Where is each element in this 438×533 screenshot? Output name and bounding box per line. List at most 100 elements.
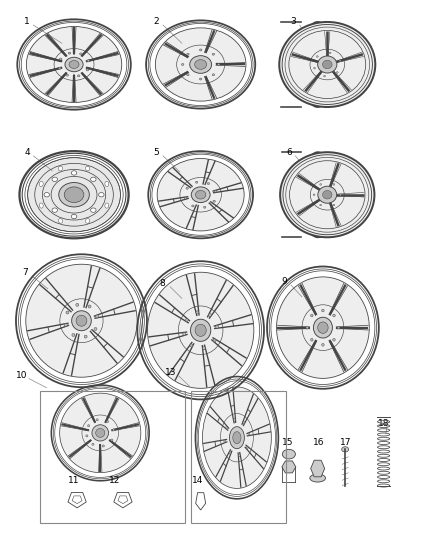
Ellipse shape [306, 326, 308, 329]
Ellipse shape [39, 181, 43, 187]
Text: 8: 8 [159, 279, 165, 288]
Ellipse shape [28, 158, 120, 232]
Ellipse shape [204, 206, 206, 208]
Ellipse shape [26, 27, 122, 102]
Ellipse shape [224, 440, 226, 442]
Ellipse shape [76, 315, 87, 326]
Ellipse shape [333, 314, 335, 317]
Text: 11: 11 [68, 477, 80, 485]
Ellipse shape [184, 197, 187, 199]
Ellipse shape [181, 63, 184, 66]
Ellipse shape [185, 319, 188, 322]
Ellipse shape [59, 67, 61, 69]
Ellipse shape [280, 152, 374, 237]
Ellipse shape [314, 317, 332, 338]
Ellipse shape [60, 58, 62, 60]
Ellipse shape [233, 418, 236, 421]
Text: 2: 2 [153, 18, 159, 27]
Ellipse shape [26, 264, 137, 377]
Ellipse shape [339, 60, 341, 62]
Ellipse shape [208, 313, 212, 317]
Ellipse shape [155, 28, 246, 101]
Ellipse shape [301, 22, 335, 107]
Ellipse shape [91, 177, 96, 182]
Ellipse shape [213, 200, 215, 202]
Ellipse shape [91, 208, 96, 212]
Ellipse shape [44, 192, 49, 197]
Ellipse shape [72, 334, 75, 336]
Ellipse shape [92, 443, 94, 446]
Ellipse shape [64, 324, 67, 327]
Ellipse shape [199, 78, 202, 80]
Ellipse shape [58, 166, 63, 171]
Ellipse shape [187, 74, 189, 76]
Ellipse shape [329, 52, 331, 54]
Ellipse shape [80, 53, 82, 55]
Ellipse shape [192, 205, 194, 207]
Ellipse shape [333, 204, 335, 206]
Ellipse shape [88, 425, 90, 427]
Polygon shape [282, 461, 296, 473]
Ellipse shape [66, 74, 68, 76]
Ellipse shape [226, 426, 228, 429]
Ellipse shape [313, 194, 315, 196]
Ellipse shape [52, 208, 57, 212]
Ellipse shape [321, 343, 324, 346]
Ellipse shape [311, 314, 313, 317]
Ellipse shape [113, 429, 115, 431]
Ellipse shape [318, 186, 337, 203]
Ellipse shape [96, 419, 98, 421]
Ellipse shape [314, 67, 315, 69]
Ellipse shape [111, 439, 113, 441]
Ellipse shape [342, 447, 349, 452]
Ellipse shape [106, 421, 109, 423]
Ellipse shape [229, 451, 231, 454]
Ellipse shape [322, 60, 332, 69]
Ellipse shape [310, 474, 325, 482]
Ellipse shape [191, 319, 211, 341]
Ellipse shape [64, 187, 84, 203]
Ellipse shape [233, 432, 241, 444]
Text: 18: 18 [378, 419, 390, 428]
Ellipse shape [76, 303, 79, 306]
Text: 3: 3 [290, 18, 296, 27]
Ellipse shape [52, 177, 57, 182]
Ellipse shape [88, 305, 91, 308]
Text: 7: 7 [22, 269, 28, 277]
Ellipse shape [95, 315, 99, 318]
Ellipse shape [238, 454, 240, 457]
Bar [191, 391, 286, 523]
Ellipse shape [324, 75, 325, 77]
Text: 6: 6 [286, 148, 292, 157]
Ellipse shape [195, 190, 206, 199]
Ellipse shape [187, 53, 189, 55]
Ellipse shape [213, 339, 216, 342]
Ellipse shape [276, 277, 369, 378]
Text: 15: 15 [282, 439, 294, 448]
Text: 10: 10 [16, 371, 28, 380]
Ellipse shape [207, 182, 210, 184]
Ellipse shape [202, 387, 271, 488]
Ellipse shape [311, 338, 313, 341]
Ellipse shape [105, 203, 109, 208]
Ellipse shape [105, 181, 109, 187]
Ellipse shape [86, 435, 88, 437]
Ellipse shape [316, 55, 318, 58]
Polygon shape [311, 460, 325, 477]
Ellipse shape [66, 311, 69, 314]
Text: 14: 14 [192, 477, 204, 485]
Text: 12: 12 [110, 477, 121, 485]
Ellipse shape [215, 190, 217, 192]
Ellipse shape [320, 183, 321, 185]
Ellipse shape [333, 338, 335, 341]
Ellipse shape [71, 171, 77, 175]
Ellipse shape [215, 325, 219, 328]
Ellipse shape [72, 311, 91, 330]
Text: 16: 16 [313, 439, 324, 448]
Ellipse shape [339, 194, 342, 196]
Ellipse shape [318, 56, 337, 73]
Ellipse shape [86, 69, 88, 71]
Ellipse shape [279, 22, 375, 107]
Ellipse shape [87, 60, 90, 62]
Ellipse shape [202, 346, 205, 350]
